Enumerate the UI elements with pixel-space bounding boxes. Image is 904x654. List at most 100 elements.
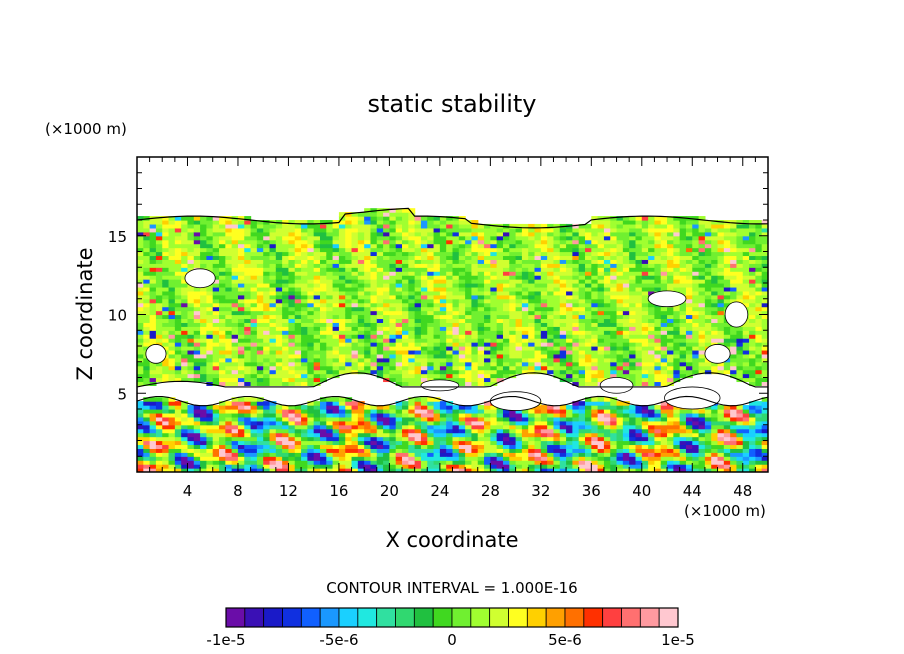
field-cell — [237, 330, 245, 335]
field-cell — [307, 412, 315, 418]
field-cell — [408, 298, 416, 304]
field-cell — [275, 330, 283, 335]
field-cell — [351, 290, 359, 296]
field-cell — [351, 263, 359, 268]
field-cell — [389, 286, 397, 292]
field-cell — [282, 361, 290, 367]
field-cell — [275, 377, 283, 383]
field-cell — [540, 405, 548, 410]
field-cell — [566, 290, 573, 296]
field-cell — [648, 290, 656, 296]
field-cell — [427, 338, 435, 343]
field-cell — [402, 290, 409, 296]
field-cell — [446, 416, 454, 422]
field-cell — [648, 322, 656, 327]
field-cell — [288, 428, 296, 434]
field-cell — [383, 334, 390, 339]
field-cell — [364, 357, 372, 363]
field-cell — [553, 369, 561, 375]
field-cell — [187, 464, 195, 469]
field-cell — [484, 330, 491, 335]
field-cell — [496, 231, 504, 237]
field-cell — [263, 259, 271, 264]
field-cell — [496, 373, 504, 379]
field-cell — [427, 290, 435, 296]
field-cell — [610, 346, 618, 351]
field-cell — [559, 349, 567, 355]
field-cell — [376, 460, 384, 465]
field-cell — [301, 294, 308, 300]
field-cell — [402, 223, 409, 229]
field-cell — [269, 302, 277, 308]
field-cell — [622, 235, 630, 241]
field-cell — [351, 283, 359, 288]
field-cell — [319, 456, 327, 461]
field-cell — [256, 432, 264, 438]
field-cell — [174, 326, 182, 331]
field-cell — [269, 353, 277, 359]
field-cell — [395, 373, 403, 379]
field-cell — [282, 330, 290, 335]
field-cell — [351, 294, 359, 300]
field-cell — [269, 318, 277, 323]
field-cell — [458, 440, 466, 446]
field-cell — [263, 239, 271, 245]
field-cell — [572, 460, 580, 465]
field-cell — [376, 416, 384, 422]
field-cell — [654, 247, 662, 253]
field-cell — [528, 247, 536, 253]
field-cell — [521, 255, 529, 260]
field-cell — [597, 322, 605, 327]
field-cell — [376, 271, 384, 276]
field-cell — [200, 263, 208, 268]
field-cell — [206, 460, 214, 465]
field-cell — [578, 279, 586, 284]
field-cell — [275, 381, 283, 386]
field-cell — [370, 448, 378, 453]
field-cell — [174, 409, 182, 414]
field-cell — [660, 452, 668, 457]
field-cell — [275, 353, 283, 359]
field-cell — [622, 373, 630, 379]
field-cell — [610, 416, 618, 422]
field-cell — [534, 353, 542, 359]
field-cell — [402, 310, 409, 316]
field-cell — [528, 275, 536, 280]
field-cell — [597, 420, 605, 426]
field-cell — [477, 349, 485, 355]
field-cell — [206, 409, 214, 414]
field-cell — [496, 357, 504, 363]
field-cell — [326, 405, 334, 410]
field-cell — [313, 298, 321, 304]
field-cell — [275, 349, 283, 355]
field-cell — [383, 239, 390, 245]
field-cell — [155, 267, 163, 272]
field-cell — [402, 302, 409, 308]
field-cell — [446, 231, 454, 237]
field-cell — [212, 247, 220, 253]
field-cell — [420, 409, 428, 414]
field-cell — [427, 424, 435, 430]
field-cell — [578, 468, 586, 472]
field-cell — [452, 286, 460, 292]
field-cell — [566, 239, 573, 245]
field-cell — [174, 353, 182, 359]
field-cell — [351, 259, 359, 264]
field-cell — [616, 298, 624, 304]
field-cell — [585, 342, 592, 347]
field-cell — [326, 263, 334, 268]
field-cell — [427, 416, 435, 422]
field-cell — [345, 322, 353, 327]
field-cell — [187, 361, 195, 367]
field-cell — [402, 416, 409, 422]
field-cell — [149, 416, 157, 422]
field-cell — [635, 428, 643, 434]
field-cell — [193, 444, 201, 449]
field-cell — [521, 452, 529, 457]
field-cell — [155, 440, 163, 446]
field-cell — [534, 365, 542, 371]
field-cell — [420, 243, 428, 249]
field-cell — [376, 243, 384, 249]
field-cell — [496, 432, 504, 438]
field-cell — [263, 334, 271, 339]
